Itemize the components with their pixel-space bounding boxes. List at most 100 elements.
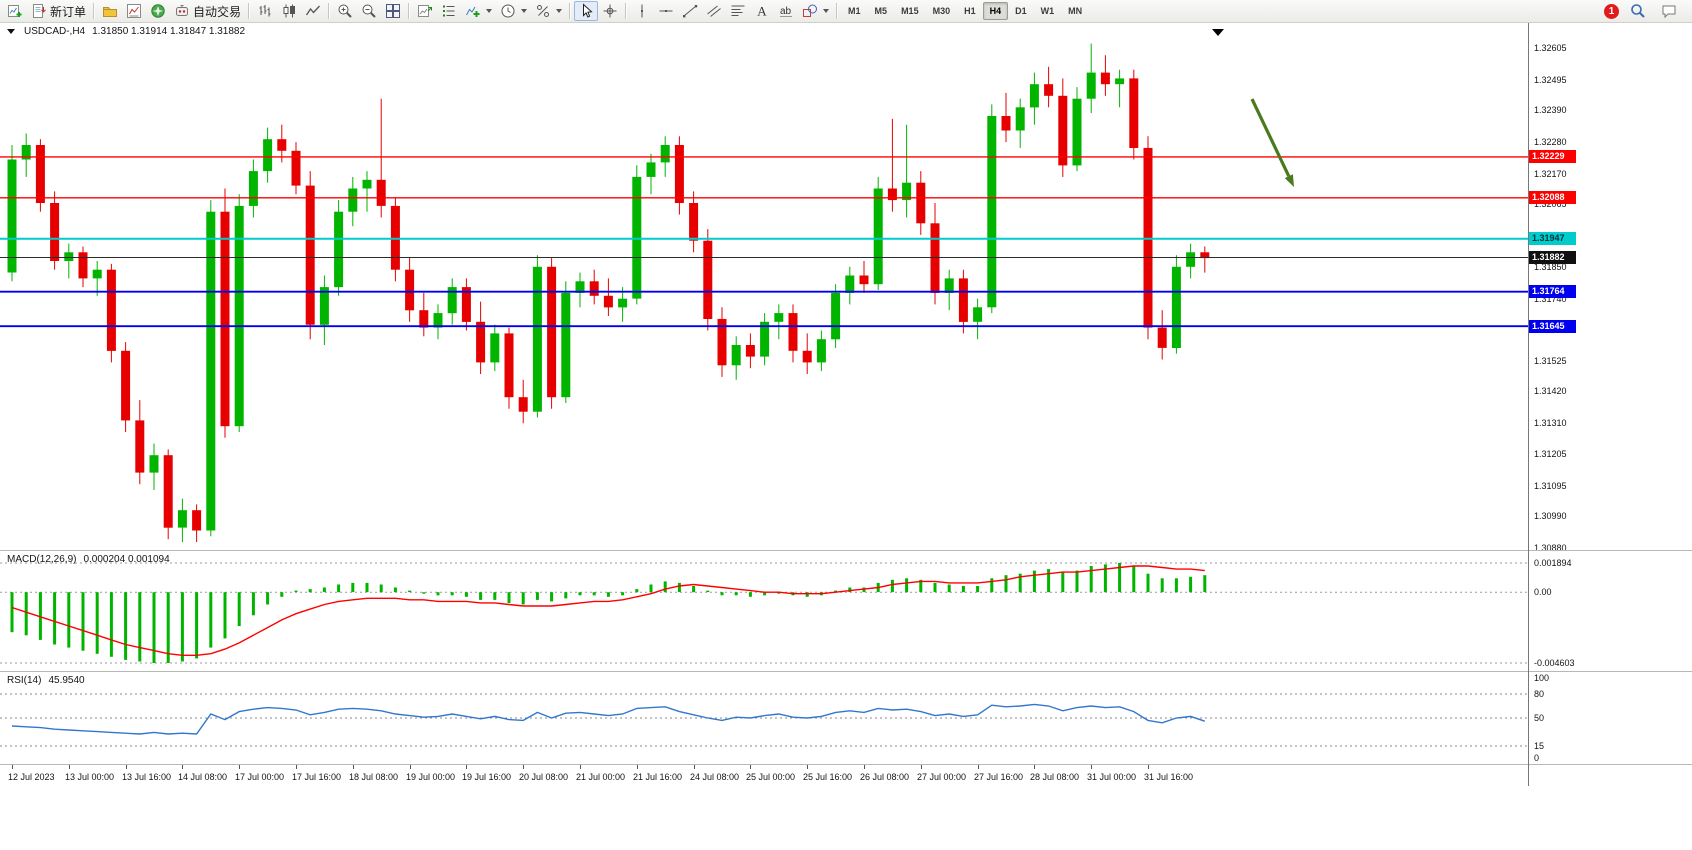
timeframe-m30-button[interactable]: M30 [932, 6, 951, 16]
new-order-button-label: 新订单 [50, 4, 87, 19]
label-icon: ab [780, 6, 793, 17]
channel-button[interactable] [702, 1, 726, 21]
macd-histogram-bar [706, 590, 710, 593]
time-axis-label: 28 Jul 08:00 [1030, 772, 1080, 782]
time-axis-tick [296, 765, 297, 769]
chat-button[interactable] [1657, 1, 1681, 21]
price-tag: 1.32229 [1529, 150, 1576, 163]
macd-histogram-bar [933, 582, 937, 593]
rsi-canvas[interactable] [0, 672, 1528, 764]
navigator-button[interactable] [146, 1, 170, 21]
templates-button[interactable] [413, 1, 437, 21]
macd-histogram-bar [1203, 575, 1207, 593]
search-button[interactable] [1626, 1, 1650, 21]
label-button[interactable]: ab [774, 1, 798, 21]
toolbar-divider [836, 3, 839, 19]
vertical-line-button[interactable] [630, 1, 654, 21]
timeframe-h1-button[interactable]: H1 [964, 6, 976, 16]
dropdown-caret-icon[interactable] [556, 9, 563, 13]
toolbar-right-icons: 1 [1604, 1, 1689, 21]
dropdown-caret-icon[interactable] [521, 9, 528, 13]
chart-shift-button[interactable] [531, 1, 566, 21]
tile-windows-button[interactable] [381, 1, 405, 21]
price-axis-label: 1.30880 [1534, 543, 1567, 550]
macd-histogram-bar [1174, 578, 1178, 593]
chart-title: USDCAD-,H4 1.31850 1.31914 1.31847 1.318… [7, 26, 245, 37]
macd-histogram-bar [408, 590, 412, 593]
candle [689, 191, 699, 253]
candle [816, 330, 826, 372]
timeframe-m15-button[interactable]: M15 [901, 6, 919, 16]
pane-separator[interactable] [0, 764, 1692, 765]
candle [177, 498, 187, 543]
arrow-annotation[interactable] [1250, 98, 1294, 187]
price-axis-label: 1.32495 [1534, 75, 1567, 85]
candle [1100, 55, 1110, 96]
timeframe-mn-button[interactable]: MN [1068, 6, 1083, 16]
profiles-button[interactable] [98, 1, 122, 21]
bar-chart-button[interactable] [253, 1, 277, 21]
macd-histogram-bar [379, 584, 383, 593]
market-watch-button[interactable] [122, 1, 146, 21]
pane-separator[interactable] [0, 671, 1692, 672]
timeframe-m5-button[interactable]: M5 [874, 6, 888, 16]
zoom-out-button[interactable] [357, 1, 381, 21]
autotrading-button[interactable]: 自动交易 [170, 1, 245, 21]
macd-histogram-bar [1061, 572, 1065, 593]
candlestick-chart-button[interactable] [277, 1, 301, 21]
price-axis-label: 1.32065 [1534, 199, 1567, 209]
candle [717, 307, 727, 377]
fibo-icon [731, 5, 745, 16]
order-icon [33, 4, 46, 18]
timeframe-d1-button[interactable]: D1 [1015, 6, 1027, 16]
dropdown-caret-icon[interactable] [823, 9, 830, 13]
main-chart-canvas[interactable] [0, 23, 1528, 550]
macd-title: MACD(12,26,9) 0.000204 0.001094 [7, 554, 170, 565]
price-axis-label: 1.31310 [1534, 418, 1567, 428]
candle [206, 200, 216, 537]
candle [1129, 69, 1139, 160]
macd-histogram-bar [777, 592, 781, 594]
candle [362, 171, 372, 212]
text-button[interactable]: A [750, 1, 774, 21]
candle [348, 176, 358, 227]
bars-icon [259, 5, 271, 17]
periods-button[interactable] [496, 1, 531, 21]
dropdown-caret-icon[interactable] [486, 9, 493, 13]
macd-histogram-bar [1075, 570, 1079, 593]
chart-ohlc-values: 1.31850 1.31914 1.31847 1.31882 [92, 26, 246, 37]
new-chart-button[interactable] [3, 1, 27, 21]
timeframe-w1-button[interactable]: W1 [1040, 6, 1055, 16]
indicator-list-button[interactable] [437, 1, 461, 21]
macd-histogram-bar [237, 592, 241, 627]
notification-badge[interactable]: 1 [1604, 3, 1619, 19]
macd-histogram-bar [109, 592, 113, 657]
macd-histogram-bar [1018, 573, 1022, 593]
crosshair-button[interactable] [598, 1, 622, 21]
candle [7, 145, 17, 282]
line-chart-button[interactable] [301, 1, 325, 21]
add-indicator-button[interactable] [461, 1, 496, 21]
time-axis-tick [1091, 765, 1092, 769]
time-axis-label: 25 Jul 16:00 [803, 772, 853, 782]
time-axis-tick [410, 765, 411, 769]
chart-menu-marker-icon[interactable] [7, 29, 15, 34]
macd-histogram-bar [1189, 576, 1193, 593]
candle [433, 304, 443, 340]
fibonacci-button[interactable] [726, 1, 750, 21]
time-axis-tick [239, 765, 240, 769]
horizontal-line-button[interactable] [654, 1, 678, 21]
timeframe-m1-button[interactable]: M1 [848, 6, 861, 16]
new-order-button[interactable]: 新订单 [27, 1, 90, 21]
trendline-button[interactable] [678, 1, 702, 21]
shapes-button[interactable] [798, 1, 833, 21]
macd-histogram-bar [805, 592, 809, 597]
time-axis-label: 26 Jul 08:00 [860, 772, 910, 782]
macd-canvas[interactable] [0, 551, 1528, 671]
timeframe-h4-button[interactable]: H4 [982, 2, 1009, 20]
pane-separator[interactable] [0, 550, 1692, 551]
navigator-icon [151, 4, 165, 18]
zoom-in-button[interactable] [333, 1, 357, 21]
svg-text:A: A [757, 4, 767, 19]
cursor-button[interactable] [574, 1, 599, 21]
